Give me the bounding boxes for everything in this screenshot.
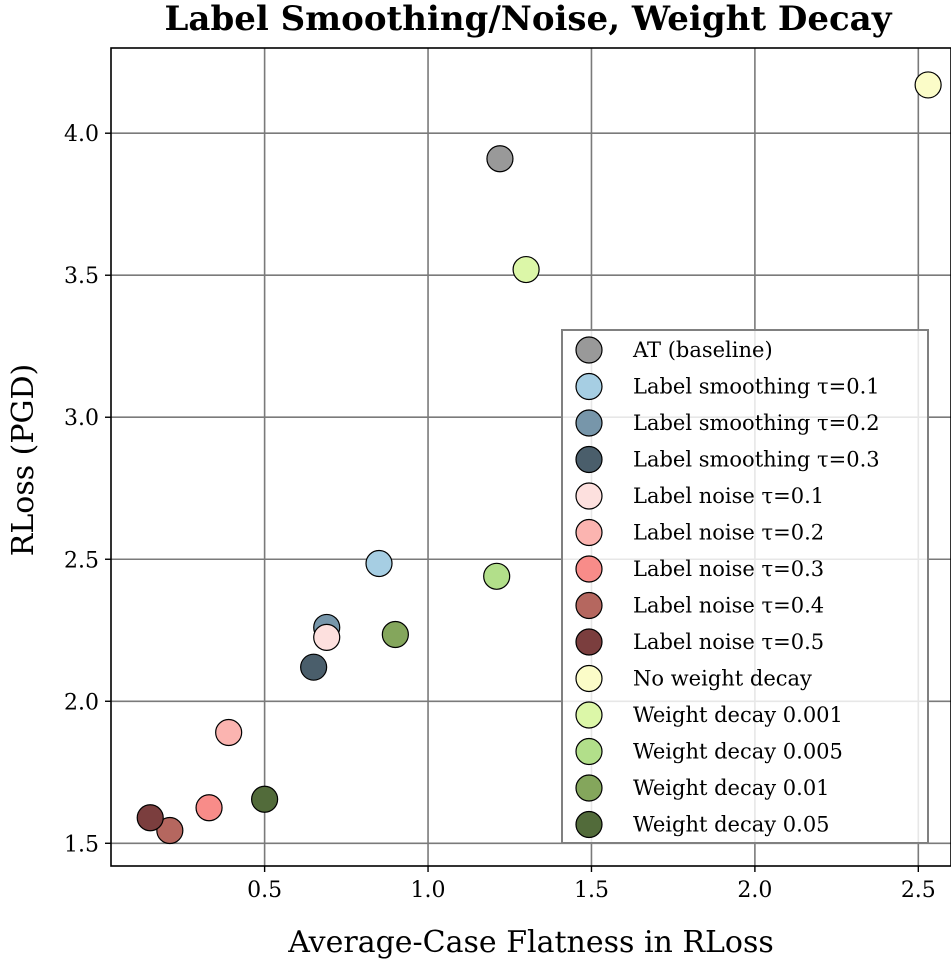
legend-marker — [575, 409, 603, 437]
y-tick-label: 1.5 — [64, 832, 99, 857]
legend-label: Label noise τ=0.4 — [633, 594, 824, 618]
data-point — [512, 255, 540, 284]
legend-marker — [575, 628, 603, 656]
legend-marker — [575, 336, 603, 364]
data-point — [914, 71, 942, 99]
legend-label: Label noise τ=0.5 — [633, 630, 824, 654]
ticks-layer: 0.5 1.0 1.5 2.0 2.5 1.5 2.0 2.5 3.0 3.5 4.0 — [64, 122, 936, 903]
x-tick-label: 2.5 — [901, 878, 936, 903]
y-tick-label: 4.0 — [64, 122, 99, 147]
chart-title: Label Smoothing/Noise, Weight Decay — [165, 0, 893, 39]
legend-label: Weight decay 0.001 — [633, 703, 843, 727]
legend-marker — [575, 372, 603, 401]
legend-marker — [575, 664, 603, 693]
legend-marker — [575, 445, 603, 474]
legend-marker — [575, 591, 603, 620]
data-point — [365, 549, 393, 578]
data-point — [215, 718, 243, 747]
data-point — [300, 653, 328, 681]
data-point — [381, 620, 409, 649]
data-point — [156, 816, 184, 845]
data-point — [313, 623, 341, 651]
data-point — [486, 145, 514, 173]
legend-marker — [575, 774, 603, 802]
y-tick-label: 2.0 — [64, 690, 99, 715]
points-layer — [136, 71, 942, 845]
legend-marker — [575, 810, 603, 839]
legend-marker — [575, 701, 603, 729]
legend-label: Label noise τ=0.1 — [633, 484, 824, 508]
plot-frame — [110, 47, 951, 867]
legend-label: Label noise τ=0.2 — [633, 521, 824, 545]
x-axis-label: Average-Case Flatness in RLoss — [287, 925, 774, 960]
legend-label: No weight decay — [633, 667, 812, 691]
legend-marker — [575, 555, 603, 583]
legend-label: Label smoothing τ=0.2 — [633, 411, 880, 435]
legend-marker — [575, 737, 603, 766]
y-tick-label: 3.0 — [64, 406, 99, 431]
y-axis-label: RLoss (PGD) — [6, 364, 41, 557]
x-tick-label: 2.0 — [737, 878, 772, 903]
legend: AT (baseline) Label smoothing τ=0.1 Label … — [561, 329, 929, 844]
data-point — [251, 785, 279, 813]
data-point — [483, 562, 511, 590]
legend-label: Label noise τ=0.3 — [633, 557, 824, 581]
legend-label: Weight decay 0.05 — [633, 813, 830, 837]
legend-label: Label smoothing τ=0.3 — [633, 448, 880, 472]
legend-label: Label smoothing τ=0.1 — [633, 375, 880, 399]
data-point — [195, 794, 223, 822]
x-tick-label: 1.5 — [574, 878, 609, 903]
legend-box — [561, 329, 929, 844]
legend-label: AT (baseline) — [632, 338, 773, 362]
y-tick-label: 3.5 — [64, 264, 99, 289]
data-point — [136, 804, 164, 832]
x-tick-label: 0.5 — [247, 878, 282, 903]
legend-marker — [575, 482, 603, 510]
legend-label: Weight decay 0.005 — [633, 740, 843, 764]
y-tick-label: 2.5 — [64, 548, 99, 573]
x-tick-label: 1.0 — [411, 878, 446, 903]
legend-marker — [575, 518, 603, 547]
legend-label: Weight decay 0.01 — [633, 776, 830, 800]
